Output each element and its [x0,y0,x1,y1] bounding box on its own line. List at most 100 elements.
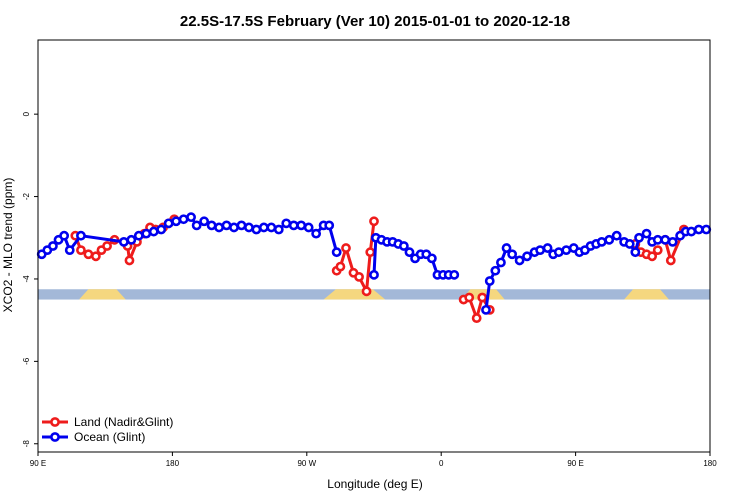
data-point [514,255,525,266]
data-point [611,230,622,241]
data-point [258,222,269,233]
data-point [426,253,437,264]
data-point [59,230,70,241]
data-point [464,292,475,303]
data-point [686,226,697,237]
legend: Land (Nadir&Glint)Ocean (Glint) [42,415,173,444]
data-point [634,232,644,243]
data-point [542,243,553,253]
chart-title: 22.5S-17.5S February (Ver 10) 2015-01-01… [180,13,570,30]
data-point [553,247,564,258]
data-point [647,251,658,262]
data-point [236,220,247,231]
x-tick-label: 180 [703,459,717,468]
data-point [624,239,635,249]
legend-label: Ocean (Glint) [74,430,145,444]
data-point [660,234,671,245]
data-point [522,251,532,262]
land-band-segment [624,289,669,300]
data-point [561,245,572,256]
legend-item-ocean: Ocean (Glint) [42,430,145,444]
x-tick-label: 90 E [567,459,583,468]
data-point [281,218,292,229]
x-tick-label: 180 [166,459,180,468]
data-point [490,265,501,276]
data-point [311,228,322,239]
data-point [102,241,112,251]
data-point [244,222,254,233]
data-point [398,241,409,251]
data-point [507,249,518,260]
data-point [652,234,663,245]
data-point [148,226,159,237]
data-point [596,236,607,247]
data-point [251,224,262,235]
data-point [365,247,376,258]
data-point [477,292,488,303]
y-tick-label: 0 [22,111,31,116]
data-point [404,247,415,258]
data-point [331,247,342,258]
data-point [288,220,299,231]
data-point [449,269,460,280]
legend-label: Land (Nadir&Glint) [74,415,173,429]
series-layer [36,212,712,323]
x-axis: 90 E 180 90 W 0 90 E 180 [30,452,717,468]
data-point [64,245,75,256]
data-point [171,216,182,227]
data-point [535,245,546,256]
data-point [354,271,364,282]
data-point [178,214,189,225]
data-point [186,212,196,223]
data-point [335,261,346,272]
data-point [693,224,704,235]
data-point [369,216,379,227]
data-point [126,234,137,245]
data-point [124,255,135,266]
series-ocean [36,212,712,315]
plot-frame [37,39,711,453]
data-point [630,247,641,258]
data-point [273,224,284,235]
data-point [701,224,712,235]
data-point [481,304,491,315]
y-tick-label: -2 [22,192,31,200]
x-tick-label: 90 W [297,459,316,468]
data-point [83,249,94,260]
data-point [296,220,307,231]
data-point [214,222,224,233]
data-point [76,230,86,241]
x-tick-label: 0 [439,459,444,468]
data-point [341,243,351,253]
x-tick-label: 90 E [30,459,46,468]
data-point [471,313,482,323]
data-point [324,220,335,231]
data-point [604,234,615,245]
data-point [665,255,676,266]
data-point [484,276,495,286]
data-point [652,245,663,256]
legend-item-land: Land (Nadir&Glint) [42,415,173,429]
surface-type-band [38,289,710,300]
data-point [206,220,217,231]
y-tick-label: -8 [22,440,31,448]
data-point [118,236,129,247]
y-tick-label: -6 [22,357,31,365]
legend-swatch-marker [50,432,60,442]
data-point [496,257,506,268]
data-point [667,236,678,247]
data-point [501,243,512,253]
data-point [199,216,210,227]
data-point [303,222,314,233]
data-point [133,230,144,241]
data-point [641,228,652,239]
data-point [229,222,239,233]
y-axis-label: XCO2 - MLO trend (ppm) [1,178,15,313]
data-point [90,251,101,262]
land-band-segment [79,289,126,300]
x-axis-label: Longitude (deg E) [327,477,422,491]
data-point [191,220,202,231]
legend-swatch-marker [50,417,60,427]
data-point [266,222,277,233]
